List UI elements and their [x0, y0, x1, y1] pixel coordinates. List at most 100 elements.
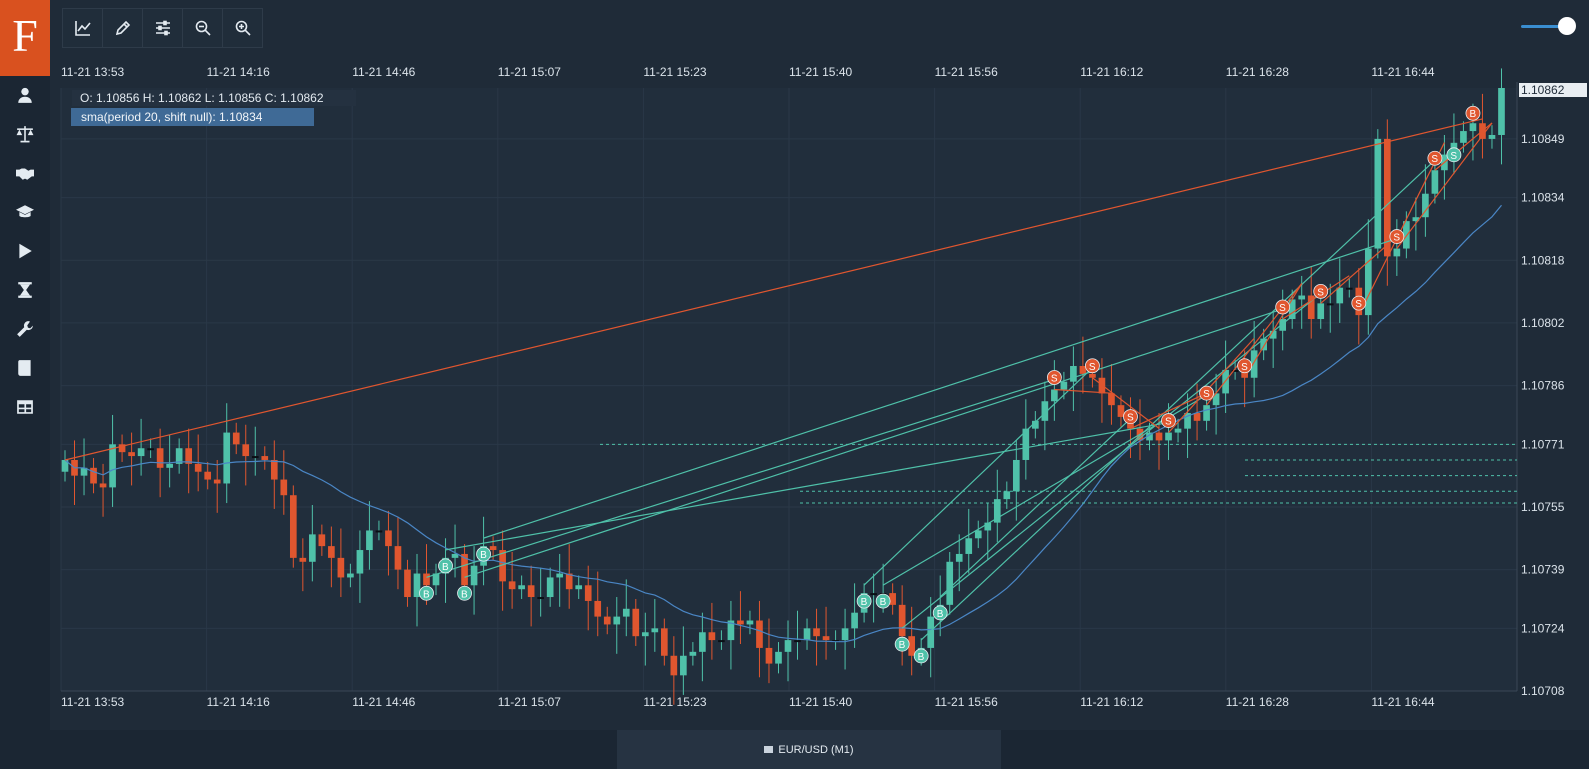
candle-body: [1108, 393, 1115, 406]
app-logo[interactable]: F: [0, 0, 50, 76]
zoom-in-button[interactable]: [223, 9, 262, 47]
candle-body: [470, 565, 478, 586]
symbol-tab-label: EUR/USD (M1): [778, 743, 854, 756]
candle-body: [1307, 295, 1315, 320]
trade-connector-buy: [483, 237, 1398, 539]
sidebar-item-history[interactable]: [0, 272, 50, 308]
buy-marker: [894, 636, 910, 652]
candle-body: [1070, 366, 1077, 382]
symbol-tab[interactable]: EUR/USD (M1): [617, 730, 1001, 769]
candle-body: [423, 573, 430, 586]
price-chart[interactable]: 11-21 13:53 11-21 13:53 11-21 14:16 11-21 1…: [50, 60, 1589, 730]
price-axis-label: 1.10755: [1521, 500, 1565, 514]
balance-scale-icon: [16, 126, 34, 143]
trade-marker-label: S: [1431, 154, 1438, 165]
zoom-slider-track: [1521, 25, 1571, 28]
candle-body: [1051, 389, 1058, 402]
trade-marker-label: B: [899, 640, 906, 651]
trade-connector-buy: [939, 418, 1131, 598]
price-axis-label: 1.10786: [1521, 379, 1565, 393]
draw-button[interactable]: [103, 9, 143, 47]
candle-body: [232, 432, 240, 445]
wrench-icon: [17, 321, 33, 337]
candle-body: [841, 628, 849, 641]
sliders-icon: [155, 20, 170, 36]
time-axis-bottom-label: 11-21 15:40: [789, 695, 852, 709]
sma-indicator-label[interactable]: sma(period 20, shift null): 1.10834: [71, 108, 314, 126]
buy-marker: [875, 593, 891, 609]
trade-marker-label: B: [1469, 109, 1476, 120]
time-axis-top-label: 11-21 15:40: [789, 65, 852, 79]
candle-body: [213, 479, 221, 484]
sidebar-item-account[interactable]: [0, 77, 50, 113]
trade-connector-sell: [1054, 388, 1112, 394]
price-axis-label: 1.10771: [1521, 437, 1565, 451]
price-axis-label: 1.10708: [1521, 684, 1565, 698]
time-axis-top-label: 11-21 14:46: [352, 65, 415, 79]
time-axis-bottom-label: 11-21 14:46: [352, 695, 415, 709]
sell-marker: [1351, 295, 1367, 311]
candle-body: [756, 620, 763, 648]
candle-body: [993, 499, 1001, 523]
zoom-out-button[interactable]: [183, 9, 223, 47]
candle-body: [261, 456, 269, 460]
chart-type-button[interactable]: [63, 9, 103, 47]
candle-body: [309, 534, 316, 562]
candle-body: [889, 593, 896, 605]
candle-body: [270, 459, 278, 480]
candle-body: [594, 600, 602, 617]
graduation-cap-icon: [16, 205, 34, 218]
candle-body: [1012, 459, 1020, 492]
sidebar-item-journal[interactable]: [0, 350, 50, 386]
trade-marker-label: S: [1165, 417, 1172, 428]
candle-body: [651, 628, 659, 633]
time-axis-top-label: 11-21 13:53: [61, 65, 124, 79]
candle-body: [347, 573, 354, 578]
candle-body: [1041, 401, 1049, 421]
candle-body: [1117, 405, 1125, 417]
candle-body: [1431, 170, 1439, 194]
candle-body: [1155, 432, 1163, 441]
trade-marker-label: S: [1127, 413, 1134, 424]
sidebar-item-table[interactable]: [0, 389, 50, 425]
sidebar-item-settings[interactable]: [0, 311, 50, 347]
candle-body: [784, 640, 792, 652]
candle-body: [680, 655, 687, 676]
pencil-icon: [115, 20, 130, 36]
candle-body: [537, 597, 544, 600]
candle-body: [156, 448, 164, 468]
candle-body: [1193, 412, 1201, 421]
sell-marker: [1199, 385, 1214, 401]
trade-connector-buy: [920, 159, 1436, 641]
candle-body: [822, 636, 830, 641]
indicators-button[interactable]: [143, 9, 183, 47]
sidebar-item-deals[interactable]: [0, 155, 50, 191]
sidebar-item-balance[interactable]: [0, 116, 50, 152]
sidebar-item-learn[interactable]: [0, 194, 50, 230]
candle-body: [670, 655, 678, 676]
candle-body: [385, 530, 392, 547]
trade-connector-buy: [426, 378, 1055, 578]
time-axis-bottom-label: 11-21 14:16: [207, 695, 270, 709]
zoom-slider-thumb[interactable]: [1558, 17, 1576, 35]
zoom-in-icon: [235, 20, 251, 36]
sidebar-item-play[interactable]: [0, 233, 50, 269]
candle-body: [1089, 373, 1096, 378]
candle-body: [1317, 303, 1325, 320]
candle-body: [137, 448, 145, 457]
candle-body: [727, 620, 735, 641]
price-axis-label: 1.10849: [1521, 132, 1565, 146]
trade-marker-label: B: [918, 652, 925, 663]
sidebar: F: [0, 0, 50, 769]
trade-marker-label: S: [1317, 287, 1324, 298]
candle-body: [451, 553, 459, 558]
candle-body: [394, 546, 402, 570]
candle-body: [813, 628, 820, 637]
candle-body: [603, 616, 611, 625]
candle-body: [832, 640, 839, 643]
sell-marker: [1275, 299, 1291, 315]
sell-marker: [1389, 229, 1405, 244]
zoom-slider[interactable]: [1521, 16, 1581, 36]
candle-body: [746, 620, 754, 625]
candle-body: [898, 604, 906, 637]
